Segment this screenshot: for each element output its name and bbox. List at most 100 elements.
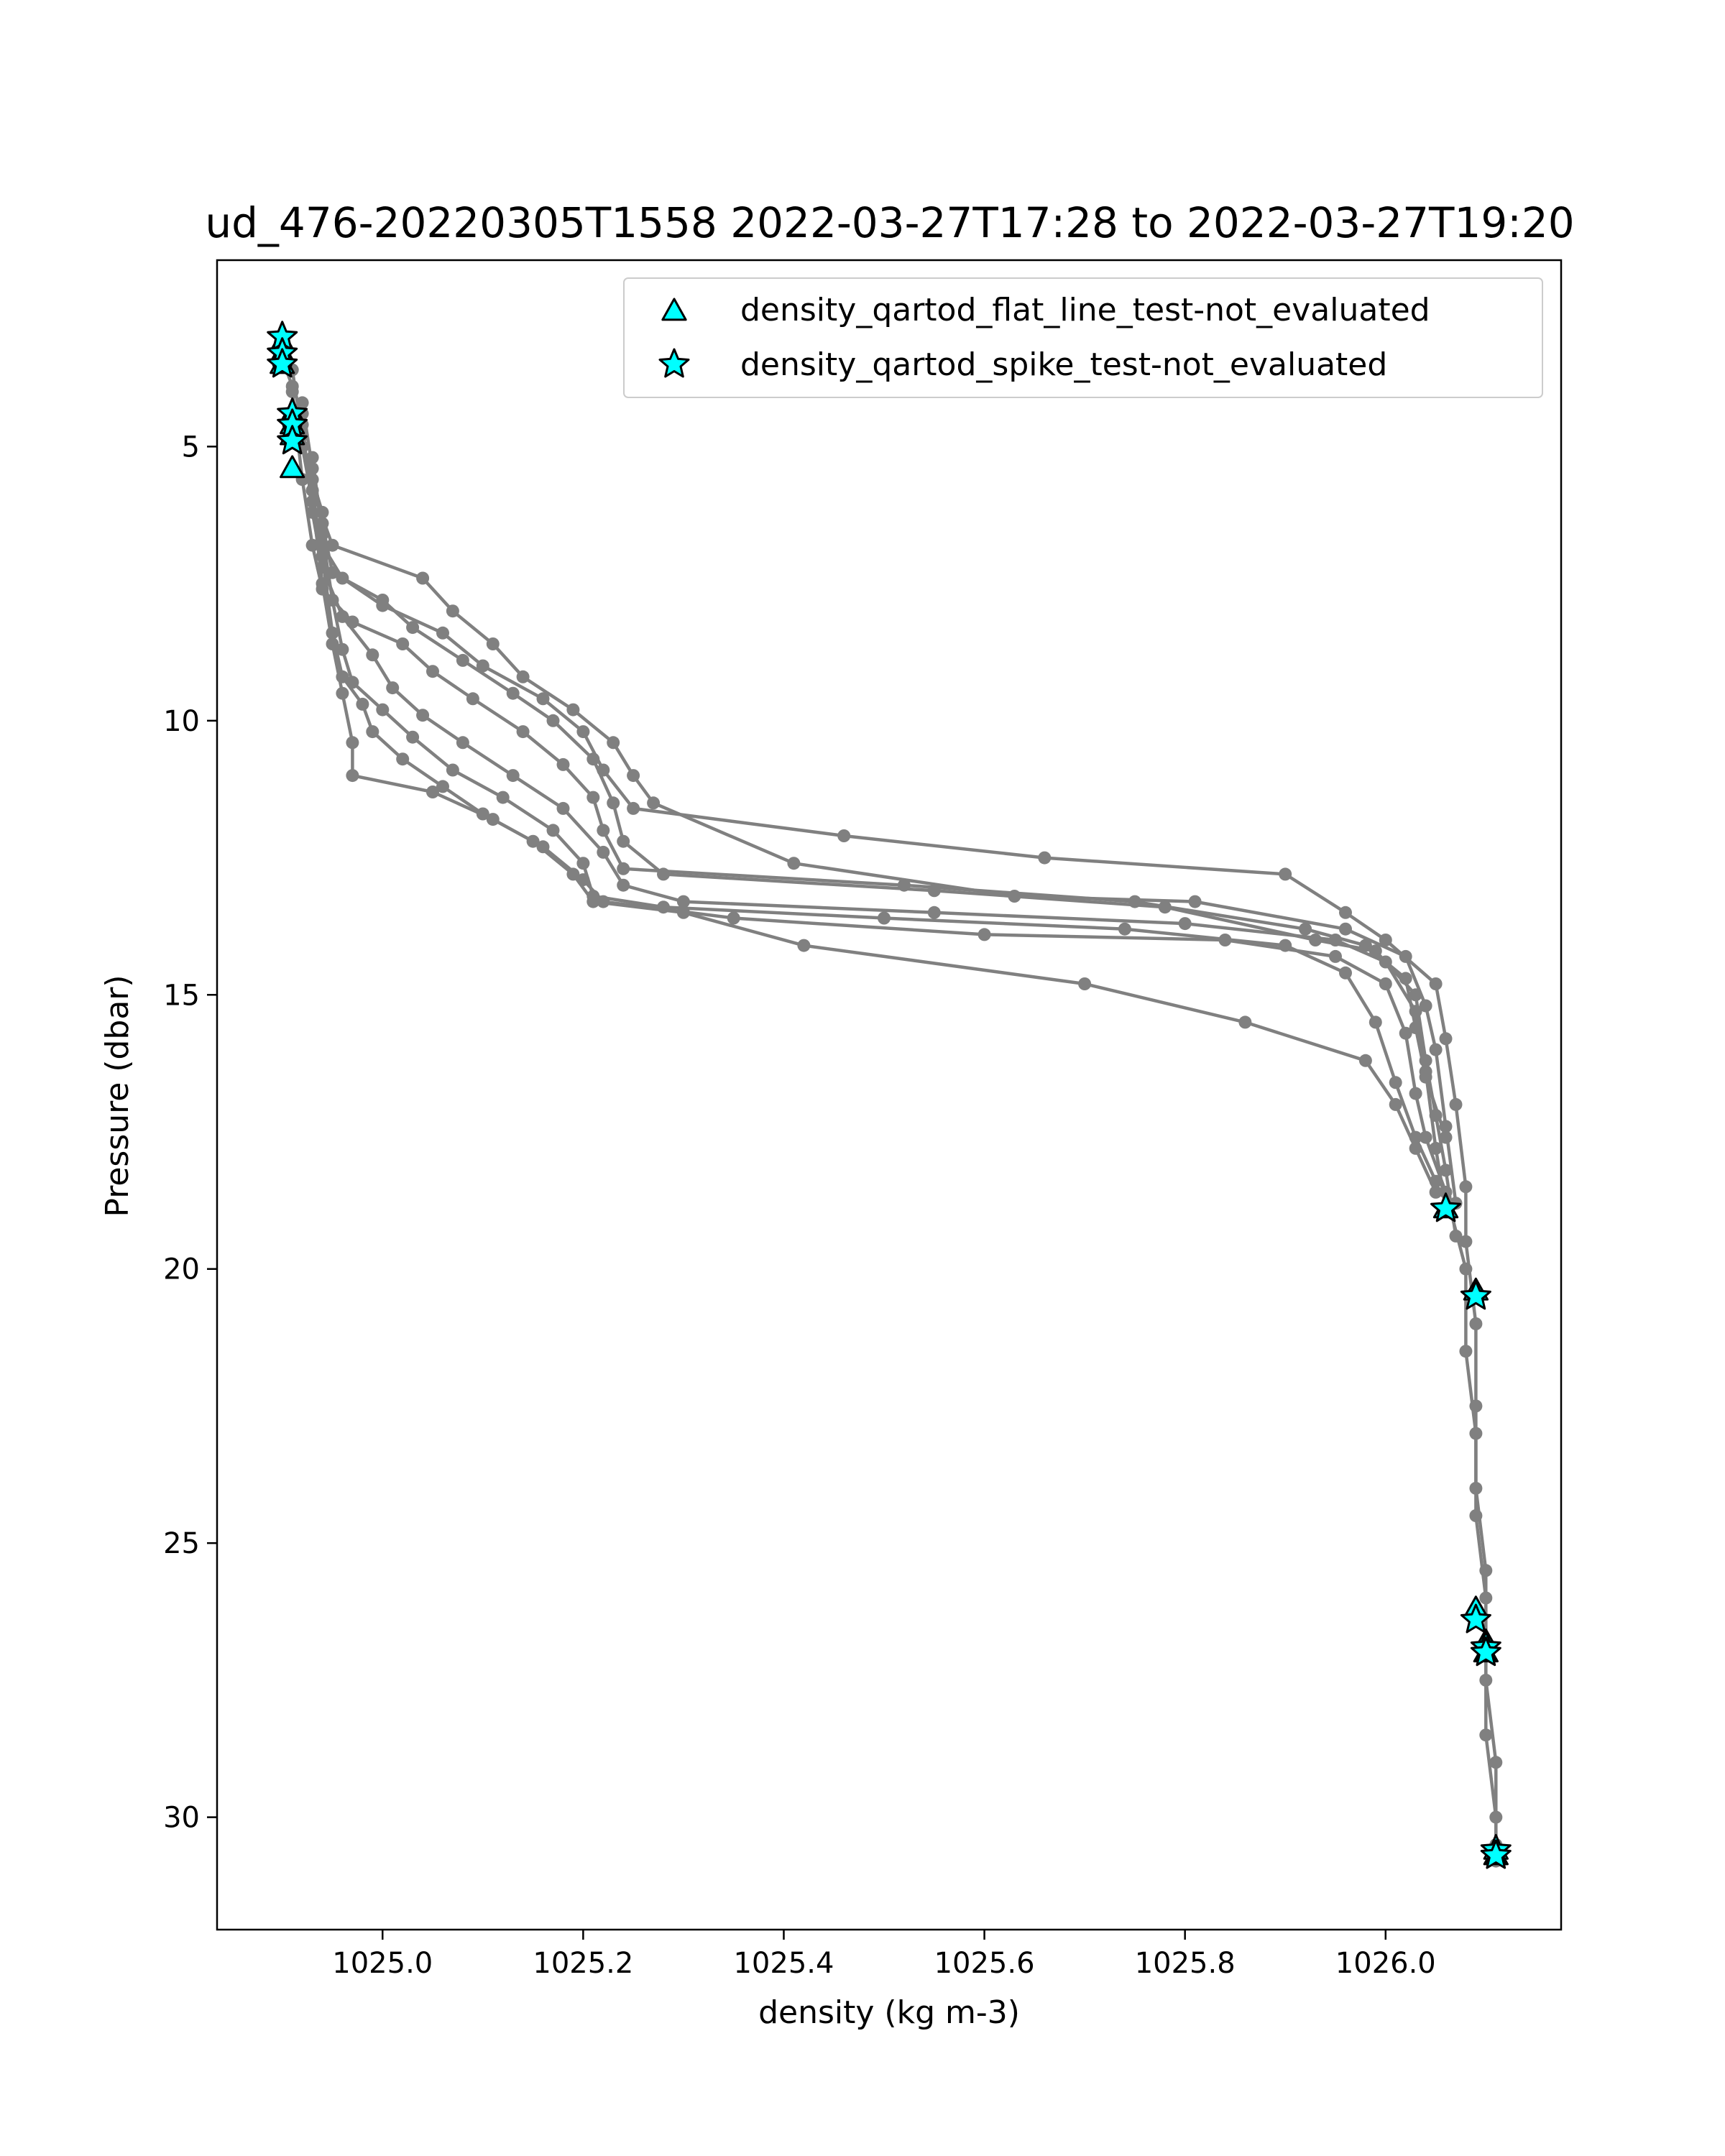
profile-point [586, 791, 600, 804]
profile-point [586, 752, 600, 766]
profile-point [576, 857, 590, 870]
profile-point [797, 939, 811, 952]
y-tick-label: 30 [163, 1802, 200, 1835]
profile-point [1439, 1164, 1453, 1177]
profile-point [1439, 1032, 1453, 1046]
star-flag-marker [1460, 1280, 1491, 1310]
profile-point [1078, 977, 1092, 990]
profile-point [416, 571, 430, 585]
legend-triangle-marker [661, 298, 687, 321]
profile-point [346, 736, 359, 750]
profile-lines [275, 352, 1503, 1868]
star-flag-marker [1430, 1192, 1461, 1222]
profile-point [1238, 1015, 1252, 1029]
profile-point [546, 824, 560, 837]
star-flag-marker [1480, 1839, 1512, 1869]
profile-point [556, 801, 570, 815]
y-tick-label: 10 [163, 705, 200, 738]
profile-point [396, 752, 410, 766]
axes-frame [216, 259, 1563, 1931]
profile-point [446, 604, 459, 618]
profile-point [376, 594, 390, 607]
profile-point [1419, 999, 1432, 1013]
profile-point [436, 626, 449, 640]
profile-point [1429, 977, 1443, 990]
profile-point [305, 451, 319, 464]
profile-point [305, 538, 319, 552]
profile-point [326, 637, 339, 650]
profile-point [576, 725, 590, 739]
profile-point [1409, 988, 1422, 1002]
profile-point [376, 703, 390, 717]
y-tick-label: 20 [163, 1253, 200, 1286]
profile-point [1339, 966, 1352, 980]
profile-point [1329, 934, 1342, 946]
legend-frame [623, 277, 1543, 398]
profile-point [536, 692, 550, 706]
profile-point [627, 769, 640, 783]
profile-point [536, 840, 550, 854]
profile-point [1128, 895, 1141, 908]
legend-items: density_qartod_flat_line_test-not_evalua… [658, 292, 1430, 383]
x-tick-label: 1025.0 [332, 1947, 433, 1980]
profile-point [1358, 1054, 1372, 1067]
legend: density_qartod_flat_line_test-not_evalua… [623, 277, 1543, 398]
x-axis: 1025.0 1025.2 1025.4 1025.6 1025.8 1026.0 [332, 1930, 1436, 1980]
x-tick-label: 1026.0 [1335, 1947, 1436, 1980]
profile-point [1389, 1097, 1402, 1111]
profile-point [1469, 1317, 1483, 1330]
profile-point [1439, 1185, 1453, 1199]
profile-point [897, 878, 911, 892]
legend-star-marker [658, 348, 690, 378]
legend-label: density_qartod_spike_test-not_evaluated [740, 346, 1387, 383]
profile-point [1409, 1005, 1422, 1018]
profile-point [1459, 1235, 1473, 1248]
profile-point [878, 911, 891, 925]
star-flag-marker [1470, 1636, 1501, 1667]
profile-point [336, 642, 349, 656]
star-flag-marker [277, 425, 308, 455]
profile-point [1299, 922, 1312, 936]
profile-point [1459, 1262, 1473, 1276]
profile-point [1469, 1509, 1483, 1522]
profile-point [556, 757, 570, 771]
profile-point [617, 878, 630, 892]
profile-point [597, 895, 610, 908]
profile-point [416, 709, 430, 722]
profile-point [1419, 1065, 1432, 1079]
profile-point [1489, 1756, 1503, 1769]
flag-markers [267, 321, 1512, 1869]
profile-point [566, 867, 580, 881]
profile-point [566, 703, 580, 717]
profile-point [316, 577, 329, 591]
profile-point [456, 653, 469, 667]
profile-point [1379, 934, 1392, 946]
profile-point [597, 824, 610, 837]
star-flag-marker [267, 348, 298, 378]
profile-point [295, 396, 309, 410]
profile-point [285, 385, 299, 399]
y-tick-label: 5 [182, 430, 200, 464]
profile-point [676, 895, 690, 908]
profile-point [366, 648, 380, 662]
profile-point [1429, 1185, 1443, 1199]
profile-point [476, 659, 489, 673]
plot-area [216, 259, 1563, 1931]
profile-point [627, 801, 640, 815]
star-flag-series [267, 321, 1512, 1869]
profile-point [356, 697, 369, 711]
y-tick-label: 15 [163, 979, 200, 1012]
profile-point [1419, 1130, 1432, 1144]
profile-point [346, 769, 359, 783]
profile-point [516, 725, 530, 739]
profile-point [516, 670, 530, 683]
profile-point [406, 621, 420, 635]
profile-point [1479, 1591, 1493, 1605]
profile-point [1409, 1141, 1422, 1155]
profile-point [978, 928, 991, 941]
profile-point [576, 873, 590, 887]
x-tick-label: 1025.4 [733, 1947, 834, 1980]
y-tick-label: 25 [163, 1527, 200, 1560]
profile-point [1339, 906, 1352, 919]
profile-point [1178, 917, 1192, 931]
